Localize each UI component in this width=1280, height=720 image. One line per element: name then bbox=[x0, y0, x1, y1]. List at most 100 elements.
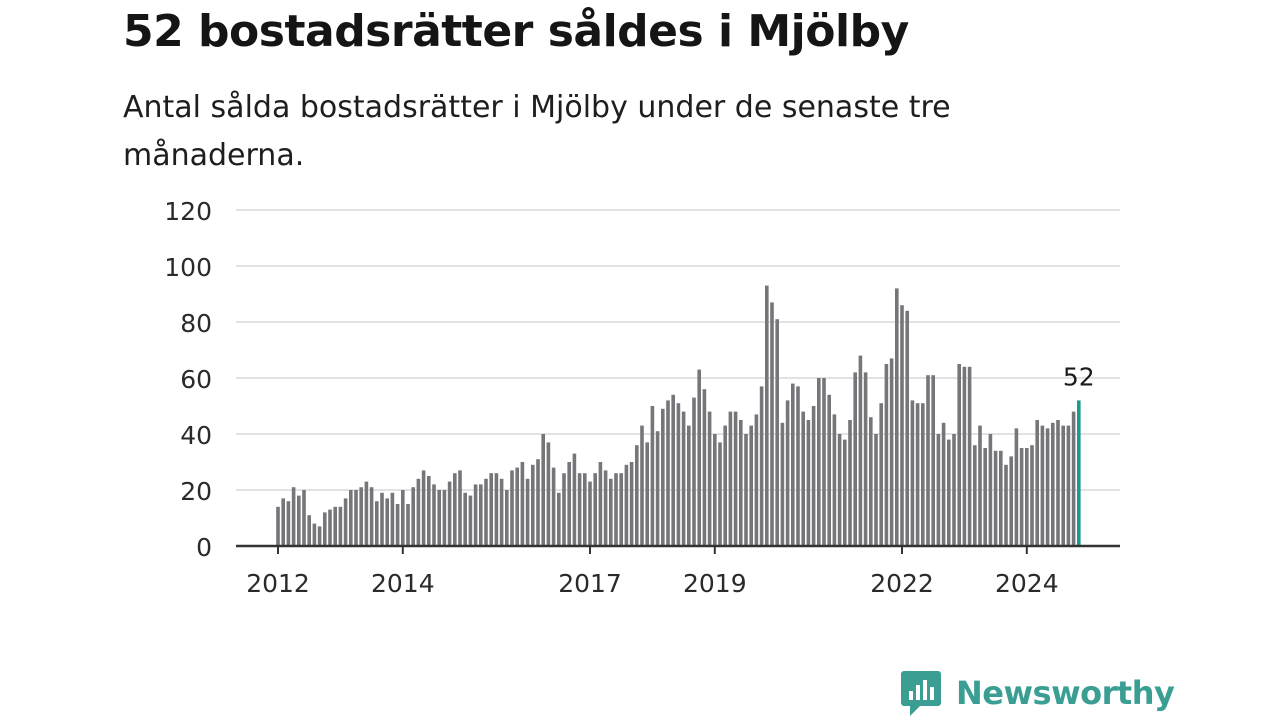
bar bbox=[494, 473, 499, 546]
y-tick-label: 80 bbox=[180, 309, 212, 338]
bar bbox=[848, 420, 852, 546]
bar bbox=[349, 490, 353, 546]
bar bbox=[463, 492, 467, 546]
bar bbox=[687, 425, 691, 546]
highlight-bar bbox=[1077, 400, 1081, 546]
newsworthy-logo-icon bbox=[901, 671, 941, 716]
bar bbox=[973, 445, 977, 546]
bar bbox=[458, 470, 462, 546]
bar bbox=[510, 470, 514, 546]
bar bbox=[484, 478, 488, 546]
bar bbox=[499, 478, 504, 546]
bar bbox=[744, 434, 748, 546]
bar bbox=[380, 492, 384, 546]
bar bbox=[489, 473, 493, 546]
bar bbox=[806, 420, 811, 546]
bar bbox=[1040, 425, 1045, 546]
bar bbox=[796, 386, 800, 546]
bar bbox=[333, 506, 337, 546]
bar bbox=[1045, 428, 1050, 546]
bar bbox=[562, 473, 566, 546]
bar bbox=[661, 408, 665, 546]
bar bbox=[801, 411, 805, 546]
bar bbox=[515, 467, 519, 546]
bar bbox=[338, 506, 343, 546]
bar bbox=[531, 464, 535, 546]
x-tick-label: 2022 bbox=[870, 569, 934, 598]
bar bbox=[692, 397, 696, 546]
bar bbox=[406, 504, 410, 546]
bar bbox=[468, 495, 473, 546]
bar bbox=[541, 434, 545, 546]
newsworthy-logo: Newsworthy bbox=[900, 668, 1175, 718]
bar bbox=[900, 305, 904, 546]
bar bbox=[505, 490, 509, 546]
bar bbox=[572, 453, 577, 546]
bar bbox=[999, 450, 1003, 546]
bar bbox=[645, 442, 649, 546]
bar bbox=[718, 442, 722, 546]
bar bbox=[676, 403, 681, 546]
bar bbox=[1061, 425, 1065, 546]
bar bbox=[978, 425, 982, 546]
bar bbox=[733, 411, 738, 546]
bar bbox=[369, 487, 374, 546]
bar bbox=[655, 431, 660, 546]
bar bbox=[442, 490, 447, 546]
bar bbox=[707, 411, 712, 546]
bar bbox=[520, 462, 525, 546]
bar bbox=[281, 498, 285, 546]
bar bbox=[884, 364, 889, 546]
bar bbox=[375, 501, 379, 546]
bar bbox=[827, 394, 831, 546]
bar bbox=[879, 403, 883, 546]
bar bbox=[915, 403, 920, 546]
bar bbox=[853, 372, 857, 546]
bar bbox=[567, 462, 571, 546]
bar bbox=[598, 462, 603, 546]
bar bbox=[619, 473, 623, 546]
bar bbox=[401, 490, 405, 546]
bar bbox=[926, 375, 930, 546]
bar bbox=[536, 459, 540, 546]
bar bbox=[666, 400, 670, 546]
bar bbox=[635, 445, 639, 546]
bar bbox=[390, 492, 395, 546]
bar bbox=[671, 394, 675, 546]
bar bbox=[728, 411, 733, 546]
bar bbox=[681, 411, 686, 546]
bar bbox=[385, 498, 389, 546]
x-tick-label: 2012 bbox=[246, 569, 310, 598]
bar bbox=[1025, 448, 1029, 546]
bar bbox=[624, 464, 629, 546]
bar bbox=[1019, 448, 1024, 546]
bar bbox=[447, 481, 452, 546]
bar bbox=[291, 487, 296, 546]
bar bbox=[276, 506, 280, 546]
bar bbox=[765, 285, 769, 546]
bar bbox=[317, 526, 322, 546]
bar bbox=[286, 501, 291, 546]
y-tick-label: 100 bbox=[164, 253, 212, 282]
bar bbox=[822, 378, 826, 546]
bar bbox=[1009, 456, 1013, 546]
bar bbox=[629, 462, 634, 546]
bar bbox=[869, 417, 873, 546]
bar bbox=[427, 476, 431, 546]
bar bbox=[832, 414, 837, 546]
bar bbox=[910, 400, 915, 546]
bar bbox=[947, 439, 951, 546]
x-tick-label: 2017 bbox=[558, 569, 622, 598]
bar bbox=[811, 406, 816, 546]
bar bbox=[364, 481, 369, 546]
bar bbox=[775, 319, 779, 546]
bar bbox=[453, 473, 457, 546]
bar bbox=[785, 400, 790, 546]
x-tick-label: 2014 bbox=[371, 569, 435, 598]
y-tick-label: 60 bbox=[180, 365, 212, 394]
bar bbox=[759, 386, 764, 546]
bar bbox=[962, 366, 967, 546]
bar bbox=[421, 470, 426, 546]
bar bbox=[323, 512, 327, 546]
bar bbox=[837, 434, 842, 546]
